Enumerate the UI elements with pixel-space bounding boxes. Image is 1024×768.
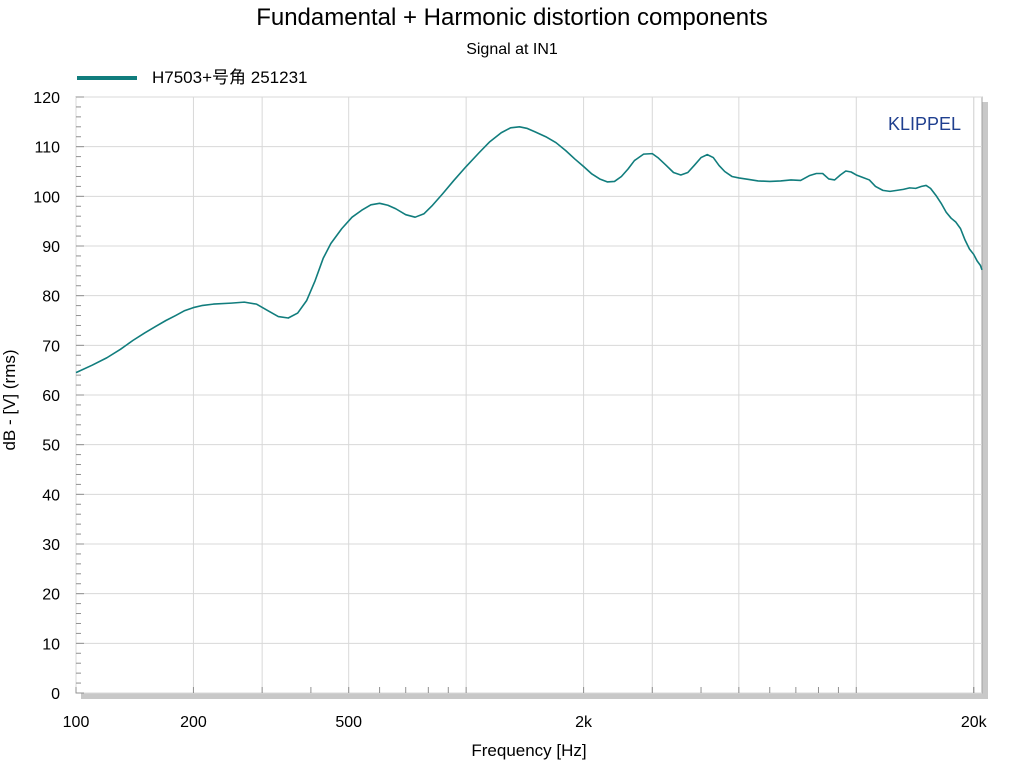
x-tick-label: 20k: [961, 714, 988, 731]
y-tick-label: 90: [42, 239, 60, 256]
series-layer: [75, 126, 983, 374]
y-tick-label: 0: [51, 686, 60, 703]
brand-label: KLIPPEL: [888, 114, 961, 134]
plot-shadow-right: [982, 102, 988, 699]
y-tick-label: 120: [33, 90, 60, 107]
y-tick-label: 30: [42, 537, 60, 554]
y-tick-label: 10: [42, 636, 60, 653]
y-tick-label: 70: [42, 338, 60, 355]
y-tick-label: 80: [42, 289, 60, 306]
y-axis-label: dB - [V] (rms): [0, 349, 19, 450]
legend-label: H7503+号角 251231: [152, 68, 307, 87]
chart-title: Fundamental + Harmonic distortion compon…: [256, 4, 768, 31]
legend: H7503+号角 251231: [77, 68, 307, 87]
grid: [75, 96, 982, 694]
y-tick-label: 60: [42, 388, 60, 405]
y-tick-label: 50: [42, 438, 60, 455]
x-tick-label: 2k: [575, 714, 593, 731]
x-tick-label: 500: [335, 714, 362, 731]
minor-ticks: [75, 96, 975, 694]
y-tick-label: 110: [34, 140, 60, 157]
x-tick-label: 200: [180, 714, 207, 731]
x-tick-labels: 100 200 500 2k 20k: [63, 714, 988, 731]
y-tick-label: 100: [33, 189, 60, 206]
plot-shadow-bottom: [81, 693, 988, 699]
y-tick-label: 40: [42, 487, 60, 504]
y-tick-label: 20: [42, 587, 60, 604]
y-tick-labels: 0 10 20 30 40 50 60 70 80 90 100 110 120: [33, 90, 60, 703]
x-axis-label: Frequency [Hz]: [471, 741, 586, 760]
chart-subtitle: Signal at IN1: [466, 41, 558, 58]
x-tick-label: 100: [63, 714, 90, 731]
series-line: [75, 126, 983, 374]
